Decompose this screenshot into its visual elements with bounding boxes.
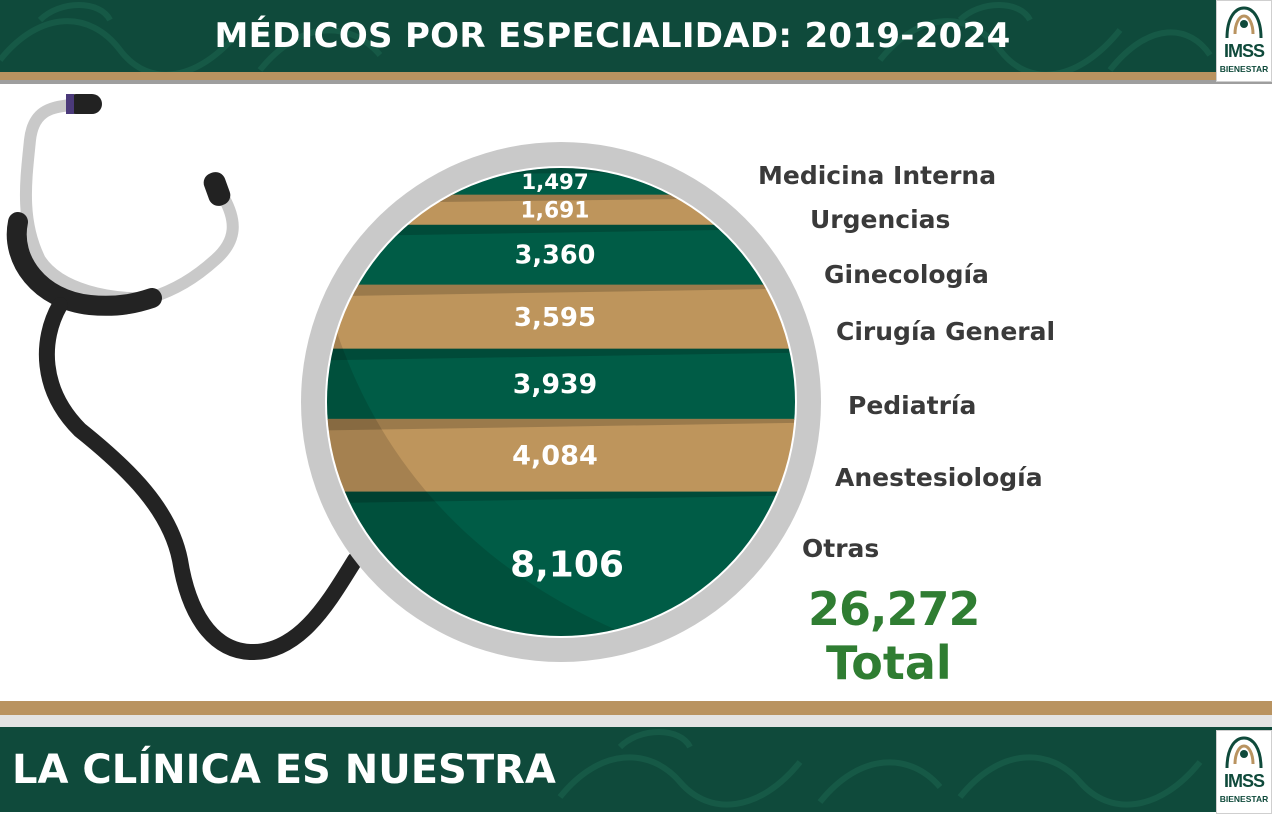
gray-divider [0, 80, 1272, 84]
eagle-emblem-icon [1225, 736, 1263, 769]
value-label-3: 3,595 [514, 303, 596, 333]
label-medicina-interna: Medicina Interna [758, 161, 997, 190]
stethoscope-gray-tube-icon [19, 98, 156, 305]
banner-pattern [0, 2, 1213, 72]
bar-4 [327, 348, 795, 420]
value-label-4: 3,939 [513, 369, 597, 400]
value-label-5: 4,084 [512, 441, 598, 472]
bar-shade-2 [327, 224, 795, 237]
label-ginecologia: Ginecología [824, 260, 989, 289]
label-urgencias: Urgencias [810, 205, 951, 234]
bar-5 [327, 418, 795, 493]
page-title: MÉDICOS POR ESPECIALIDAD: 2019-2024 [214, 16, 1011, 56]
bar-shade-4 [327, 348, 795, 361]
imss-bienestar-logo-bottom: IMSS BIENESTAR [1216, 730, 1272, 814]
logo-text: IMSS [1223, 771, 1265, 791]
value-label-2: 3,360 [515, 241, 596, 271]
shading-overlay [327, 300, 640, 636]
total-label: Total [826, 636, 952, 690]
earpiece-ring-icon [66, 94, 74, 114]
bar-3 [327, 284, 795, 350]
header-banner: MÉDICOS POR ESPECIALIDAD: 2019-2024 [0, 0, 1272, 72]
label-otras: Otras [802, 534, 880, 563]
bar-shade-5 [327, 418, 795, 431]
stethoscope-gray-tube-2-icon [144, 192, 239, 304]
label-pediatria: Pediatría [848, 391, 977, 420]
label-cirugia-general: Cirugía General [836, 317, 1056, 346]
label-anestesiologia: Anestesiología [835, 463, 1043, 492]
footer-banner: LA CLÍNICA ES NUESTRA [0, 727, 1272, 812]
value-label-6: 8,106 [510, 544, 624, 585]
total-value: 26,272 [808, 582, 981, 636]
gold-divider [0, 72, 1272, 80]
bar-2 [327, 224, 795, 286]
logo-subtitle: BIENESTAR [1219, 64, 1269, 74]
stethoscope-earpiece-icon [66, 94, 102, 114]
value-label-1: 1,691 [521, 198, 590, 223]
gray-divider-bottom [0, 715, 1272, 727]
stethoscope-earpiece-2-icon [203, 172, 231, 206]
stethoscope-tube-icon [38, 297, 363, 660]
imss-bienestar-logo: IMSS BIENESTAR [1216, 0, 1272, 82]
stethoscope-binaural-icon [6, 212, 162, 316]
value-labels-group: 1,497 1,691 3,360 3,595 3,939 4,084 8,106 [510, 170, 624, 586]
eagle-emblem-icon [1225, 6, 1263, 39]
gold-divider-bottom [0, 701, 1272, 715]
bar-shade-3 [327, 284, 795, 297]
logo-subtitle: BIENESTAR [1219, 794, 1269, 804]
footer-pattern [557, 729, 1203, 808]
footer-slogan: LA CLÍNICA ES NUESTRA [12, 746, 556, 793]
logo-text: IMSS [1223, 41, 1265, 61]
bar-shade-6 [327, 491, 795, 504]
value-label-0: 1,497 [521, 170, 588, 195]
